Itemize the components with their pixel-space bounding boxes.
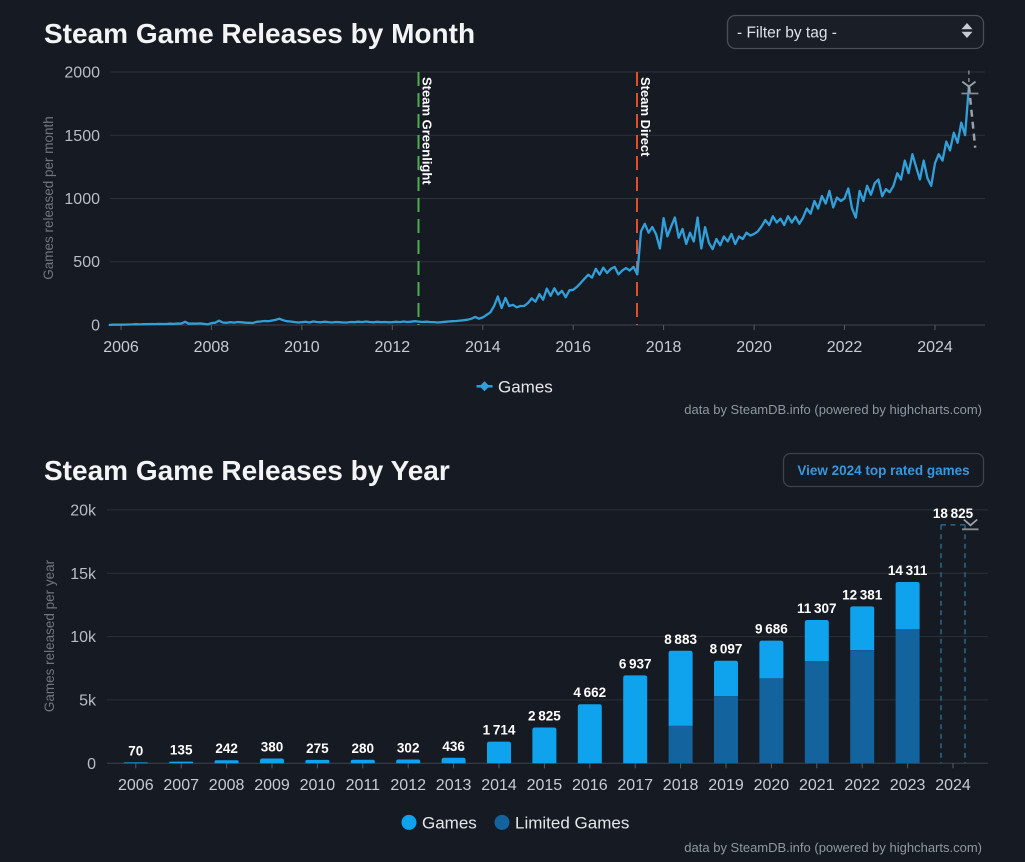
svg-text:2019: 2019 bbox=[708, 777, 744, 794]
svg-text:Steam Game Releases by Year: Steam Game Releases by Year bbox=[44, 455, 450, 486]
svg-text:2012: 2012 bbox=[375, 339, 411, 356]
svg-text:2024: 2024 bbox=[935, 777, 971, 794]
svg-text:1 714: 1 714 bbox=[483, 723, 516, 738]
svg-text:302: 302 bbox=[397, 741, 420, 756]
svg-text:20k: 20k bbox=[70, 502, 97, 519]
svg-text:Games: Games bbox=[422, 814, 477, 833]
svg-text:2020: 2020 bbox=[736, 339, 772, 356]
svg-text:- Filter by tag -: - Filter by tag - bbox=[737, 25, 837, 42]
svg-text:10k: 10k bbox=[70, 629, 97, 646]
svg-text:2018: 2018 bbox=[646, 339, 682, 356]
svg-text:Games: Games bbox=[498, 377, 553, 396]
svg-text:Steam Greenlight: Steam Greenlight bbox=[420, 77, 435, 185]
svg-text:2000: 2000 bbox=[64, 65, 100, 82]
svg-text:11 307: 11 307 bbox=[797, 601, 837, 616]
svg-text:2015: 2015 bbox=[527, 777, 563, 794]
svg-text:Games released per month: Games released per month bbox=[41, 116, 56, 280]
svg-text:242: 242 bbox=[215, 741, 238, 756]
svg-text:View 2024 top rated games: View 2024 top rated games bbox=[797, 463, 969, 478]
svg-text:2013: 2013 bbox=[436, 777, 472, 794]
svg-text:1000: 1000 bbox=[64, 191, 100, 208]
svg-text:2014: 2014 bbox=[481, 777, 517, 794]
svg-text:Limited Games: Limited Games bbox=[515, 814, 629, 833]
svg-text:2020: 2020 bbox=[754, 777, 790, 794]
svg-text:70: 70 bbox=[128, 743, 143, 758]
svg-text:Steam Game Releases by Month: Steam Game Releases by Month bbox=[44, 18, 475, 49]
svg-text:2016: 2016 bbox=[572, 777, 608, 794]
svg-text:2016: 2016 bbox=[555, 339, 591, 356]
svg-text:0: 0 bbox=[91, 318, 100, 335]
svg-text:2021: 2021 bbox=[799, 777, 835, 794]
svg-text:275: 275 bbox=[306, 741, 329, 756]
svg-text:5k: 5k bbox=[79, 692, 97, 709]
svg-text:436: 436 bbox=[442, 739, 465, 754]
svg-text:12 381: 12 381 bbox=[842, 587, 883, 602]
svg-text:9 686: 9 686 bbox=[755, 622, 788, 637]
svg-text:Games released per year: Games released per year bbox=[42, 559, 57, 712]
svg-text:2008: 2008 bbox=[209, 777, 245, 794]
svg-text:8 097: 8 097 bbox=[710, 642, 743, 657]
svg-text:2010: 2010 bbox=[300, 777, 336, 794]
svg-text:2014: 2014 bbox=[465, 339, 501, 356]
svg-text:280: 280 bbox=[352, 741, 375, 756]
svg-text:2022: 2022 bbox=[844, 777, 880, 794]
svg-text:Steam Direct: Steam Direct bbox=[638, 77, 653, 157]
svg-text:2010: 2010 bbox=[284, 339, 320, 356]
svg-text:6 937: 6 937 bbox=[619, 656, 652, 671]
svg-text:2 825: 2 825 bbox=[528, 709, 561, 724]
svg-text:2012: 2012 bbox=[390, 777, 426, 794]
svg-text:8 883: 8 883 bbox=[664, 632, 697, 647]
svg-text:14 311: 14 311 bbox=[888, 563, 928, 578]
svg-text:380: 380 bbox=[261, 740, 284, 755]
svg-text:4 662: 4 662 bbox=[573, 685, 606, 700]
svg-text:data by SteamDB.info (powered: data by SteamDB.info (powered by highcha… bbox=[684, 840, 982, 855]
svg-text:0: 0 bbox=[87, 756, 96, 773]
svg-text:500: 500 bbox=[73, 254, 100, 271]
svg-text:1500: 1500 bbox=[64, 128, 100, 145]
svg-text:135: 135 bbox=[170, 743, 193, 758]
svg-text:2024: 2024 bbox=[917, 339, 953, 356]
svg-text:data by SteamDB.info (powered: data by SteamDB.info (powered by highcha… bbox=[684, 402, 982, 417]
svg-text:15k: 15k bbox=[70, 566, 97, 583]
svg-text:2009: 2009 bbox=[254, 777, 290, 794]
svg-text:2023: 2023 bbox=[890, 777, 926, 794]
svg-text:2006: 2006 bbox=[118, 777, 154, 794]
svg-text:2006: 2006 bbox=[103, 339, 139, 356]
svg-text:2017: 2017 bbox=[617, 777, 653, 794]
svg-text:2007: 2007 bbox=[163, 777, 199, 794]
svg-text:2018: 2018 bbox=[663, 777, 699, 794]
svg-text:2008: 2008 bbox=[194, 339, 230, 356]
svg-text:18 825: 18 825 bbox=[933, 506, 974, 521]
svg-text:2011: 2011 bbox=[346, 777, 381, 794]
svg-text:2022: 2022 bbox=[827, 339, 863, 356]
